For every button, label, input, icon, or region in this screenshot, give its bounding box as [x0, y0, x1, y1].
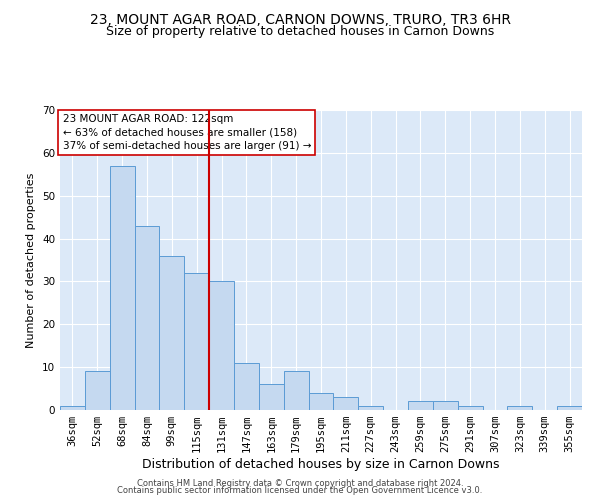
- Text: Contains HM Land Registry data © Crown copyright and database right 2024.: Contains HM Land Registry data © Crown c…: [137, 478, 463, 488]
- Text: Size of property relative to detached houses in Carnon Downs: Size of property relative to detached ho…: [106, 25, 494, 38]
- Bar: [308, 393, 334, 410]
- Bar: [334, 397, 358, 410]
- Text: 23, MOUNT AGAR ROAD, CARNON DOWNS, TRURO, TR3 6HR: 23, MOUNT AGAR ROAD, CARNON DOWNS, TRURO…: [89, 12, 511, 26]
- Text: 23 MOUNT AGAR ROAD: 122sqm
← 63% of detached houses are smaller (158)
37% of sem: 23 MOUNT AGAR ROAD: 122sqm ← 63% of deta…: [62, 114, 311, 151]
- Bar: [358, 406, 383, 410]
- Bar: [508, 406, 532, 410]
- Text: Contains public sector information licensed under the Open Government Licence v3: Contains public sector information licen…: [118, 486, 482, 495]
- Bar: [209, 282, 234, 410]
- Bar: [184, 273, 209, 410]
- Bar: [259, 384, 284, 410]
- Bar: [408, 402, 433, 410]
- Bar: [60, 406, 85, 410]
- Bar: [433, 402, 458, 410]
- Bar: [284, 372, 308, 410]
- Bar: [85, 372, 110, 410]
- X-axis label: Distribution of detached houses by size in Carnon Downs: Distribution of detached houses by size …: [142, 458, 500, 471]
- Bar: [234, 363, 259, 410]
- Bar: [134, 226, 160, 410]
- Bar: [557, 406, 582, 410]
- Bar: [458, 406, 482, 410]
- Bar: [160, 256, 184, 410]
- Bar: [110, 166, 134, 410]
- Y-axis label: Number of detached properties: Number of detached properties: [26, 172, 37, 348]
